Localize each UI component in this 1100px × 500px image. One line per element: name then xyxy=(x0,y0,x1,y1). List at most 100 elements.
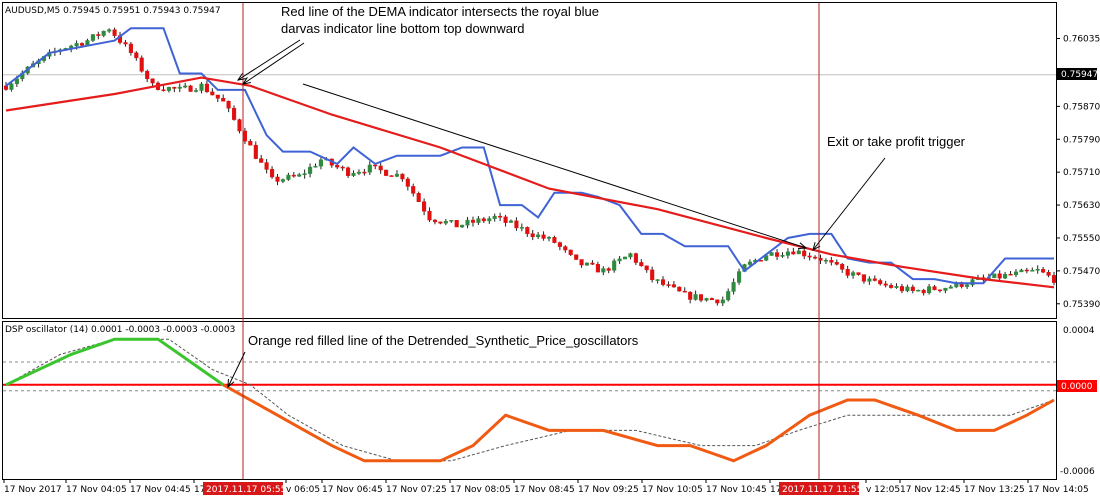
time-marker-1-label: 2017.11.17 05:55 xyxy=(206,485,286,495)
candle xyxy=(584,262,590,266)
candle xyxy=(134,51,139,61)
candle xyxy=(872,275,877,282)
candle xyxy=(889,283,894,289)
candle xyxy=(112,27,117,39)
time-tick-label: 17 Nov 06:45 xyxy=(322,485,383,495)
candle xyxy=(552,235,557,244)
candle xyxy=(693,290,698,301)
candle xyxy=(709,297,714,301)
osc-signal-line xyxy=(5,338,1055,462)
candle xyxy=(1013,269,1019,278)
candle xyxy=(210,88,215,96)
candle xyxy=(796,249,801,255)
candle xyxy=(916,289,921,292)
candle xyxy=(948,284,953,289)
osc-tick-bottom: -0.0006 xyxy=(1060,467,1095,477)
candle xyxy=(514,217,519,231)
candle xyxy=(704,297,709,302)
candle xyxy=(606,267,611,274)
candle xyxy=(454,220,459,228)
candle xyxy=(460,224,465,228)
time-tick-label: 17 Nov 09:25 xyxy=(578,485,639,495)
candle xyxy=(546,236,552,242)
candle xyxy=(145,69,150,83)
candle xyxy=(253,141,258,160)
candle xyxy=(416,191,421,202)
zero-level-tag xyxy=(1057,380,1097,392)
candle xyxy=(802,247,807,260)
candle xyxy=(1003,271,1008,280)
candle xyxy=(318,157,323,170)
candle xyxy=(172,86,177,93)
osc-main-line-down xyxy=(222,383,1055,463)
price-axis: 0.76035 0.75870 0.75790 0.75710 0.75630 0.755… xyxy=(1056,35,1100,310)
candle xyxy=(927,283,932,295)
candle xyxy=(470,216,476,227)
candle xyxy=(183,82,188,89)
candle xyxy=(775,249,780,261)
candle xyxy=(90,34,95,43)
candle xyxy=(666,281,671,288)
candle xyxy=(660,276,666,287)
candle xyxy=(845,265,850,279)
candle xyxy=(823,258,828,264)
candle xyxy=(356,169,361,176)
candle xyxy=(422,198,427,216)
candle xyxy=(856,272,861,276)
candle xyxy=(427,207,432,223)
candle xyxy=(617,256,622,264)
candle xyxy=(644,265,649,273)
time-tick-label: v 12:05 xyxy=(866,485,900,495)
candle xyxy=(492,213,497,222)
candle xyxy=(367,161,372,176)
candle xyxy=(107,28,112,33)
candle xyxy=(574,254,579,261)
price-tick-label: 0.75630 xyxy=(1063,201,1100,211)
candle xyxy=(373,164,378,170)
time-tick-label: 17 xyxy=(194,485,205,495)
candle xyxy=(280,178,285,184)
time-tick-label: 17 Nov 10:05 xyxy=(642,485,703,495)
candle xyxy=(221,94,226,102)
darvas-line xyxy=(5,27,1054,285)
candle xyxy=(563,245,568,253)
price-tick-label: 0.75790 xyxy=(1063,135,1100,145)
candle xyxy=(595,261,600,273)
candle xyxy=(813,255,818,260)
candle xyxy=(910,284,915,294)
candle xyxy=(378,163,383,174)
main-panel-title: AUDUSD,M5 0.75945 0.75951 0.75943 0.7594… xyxy=(5,6,221,16)
time-marker-2: 2017.11.17 11:55 xyxy=(779,482,862,495)
time-tick-label: 17 Nov 13:25 xyxy=(964,485,1025,495)
candle xyxy=(541,231,546,241)
candle xyxy=(476,215,481,225)
candle xyxy=(481,217,486,223)
candle xyxy=(780,252,785,258)
price-tick-label: 0.76035 xyxy=(1063,35,1100,45)
time-tick-label: 17 Nov 07:25 xyxy=(386,485,447,495)
candle xyxy=(747,259,752,267)
time-axis: 17 Nov 2017 17 Nov 04:05 17 Nov 04:45 17 v 0… xyxy=(3,479,1089,495)
annotation-arrow xyxy=(227,351,246,389)
candle xyxy=(525,226,530,237)
candle xyxy=(905,284,910,293)
candle xyxy=(297,172,302,178)
candle xyxy=(389,175,394,177)
candle xyxy=(1035,265,1040,274)
time-tick-label: 17 Nov 08:05 xyxy=(450,485,511,495)
price-tick-label: 0.75870 xyxy=(1063,102,1100,112)
annotation-arrow xyxy=(812,157,886,252)
candle xyxy=(937,289,943,293)
price-tick-label: 0.75710 xyxy=(1063,168,1100,178)
candle xyxy=(199,82,204,94)
time-marker-1: 2017.11.17 05:55 xyxy=(203,482,286,495)
candle xyxy=(568,249,573,256)
candle xyxy=(443,218,448,226)
time-tick-label: 17 Nov 04:05 xyxy=(66,485,127,495)
osc-tick-top: 0.0004 xyxy=(1063,326,1095,336)
candle xyxy=(579,259,584,268)
candle xyxy=(894,283,899,289)
candle xyxy=(992,273,997,279)
candle xyxy=(498,212,503,221)
candle xyxy=(411,183,416,197)
